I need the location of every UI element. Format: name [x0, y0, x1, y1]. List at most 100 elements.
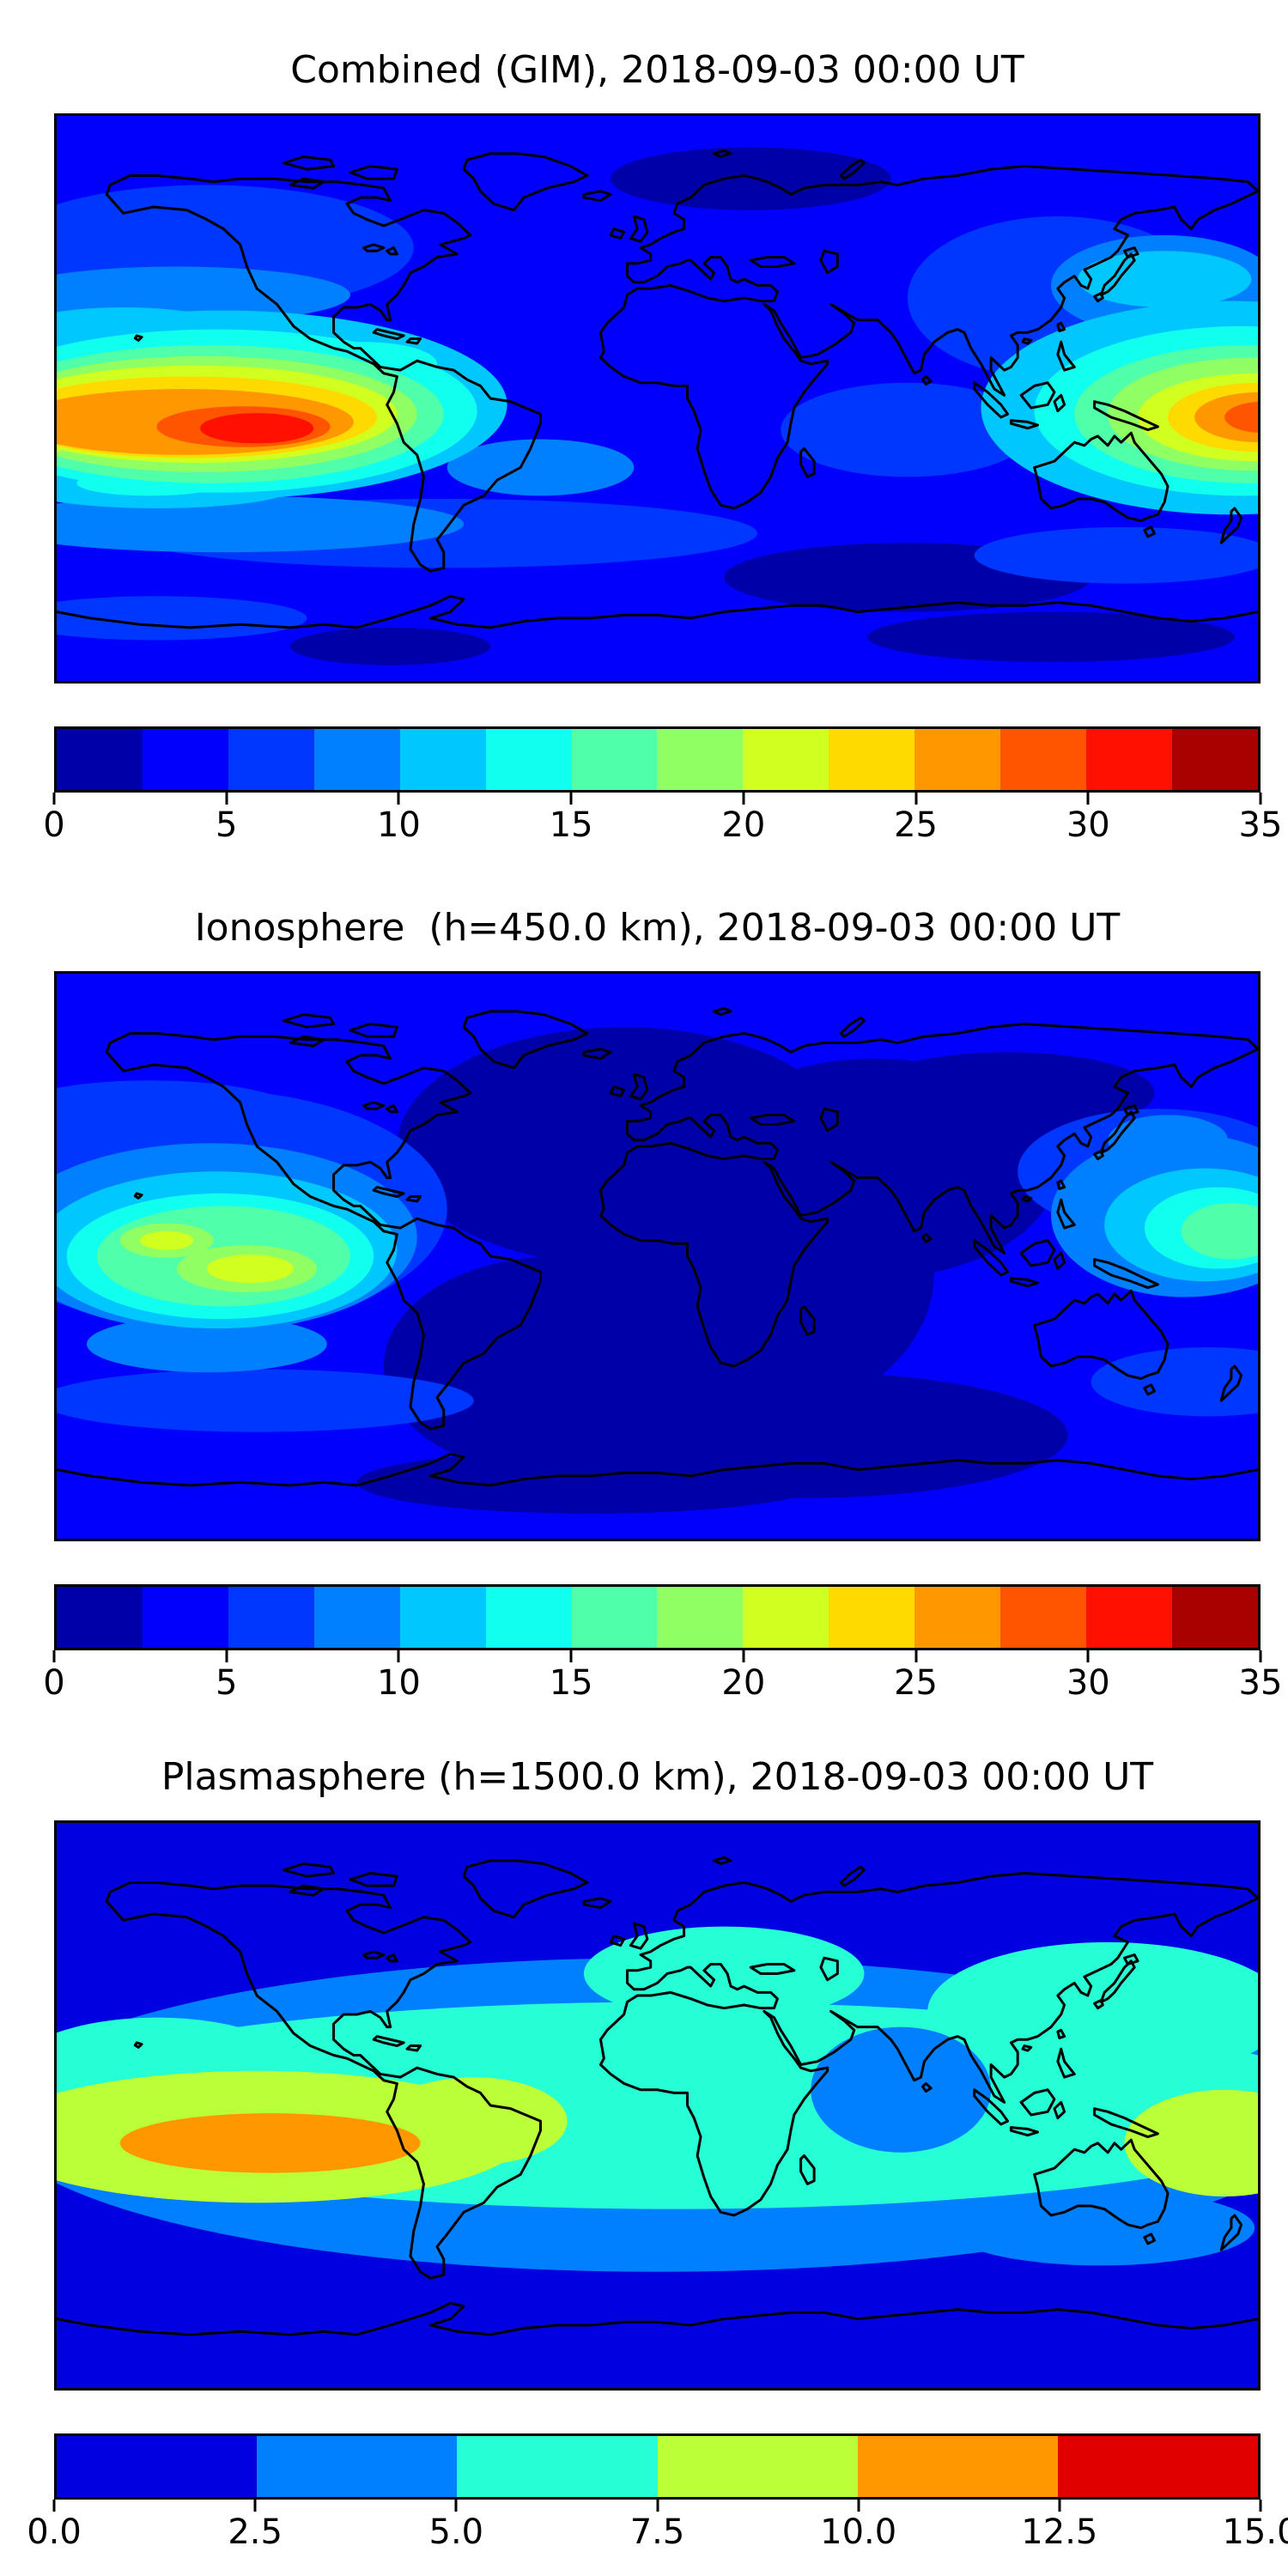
colorbar-segment [829, 1587, 915, 1648]
colorbar-segment [313, 729, 400, 790]
contour-fill [57, 1369, 474, 1432]
tick-label: 30 [1066, 805, 1110, 845]
colorbar-segment [485, 729, 572, 790]
map-frame-combined [54, 113, 1261, 683]
tick-mark [742, 793, 745, 805]
tick-label: 35 [1238, 805, 1283, 845]
tick-mark [1086, 793, 1090, 805]
colorbar-ticks-plasmasphere: 0.0 2.5 5.0 7.5 10.0 12.5 15.0 [27, 2500, 1288, 2553]
tick-label: 15.0 [1222, 2512, 1288, 2552]
colorbar-ticks-ionosphere: 0 5 10 15 20 25 30 35 [43, 1650, 1282, 1704]
colorbar-segment [1171, 729, 1258, 790]
panel-ionosphere: Ionosphere (h=450.0 km), 2018-09-03 00:0… [43, 906, 1282, 1704]
colorbar-segment [1057, 2436, 1259, 2497]
colorbar-segment [1000, 1587, 1087, 1648]
tick-label: 5 [215, 805, 238, 845]
contour-fill [200, 413, 314, 444]
colorbar-segment [142, 729, 228, 790]
colorbar-segment [743, 729, 829, 790]
tick-label: 12.5 [1021, 2512, 1098, 2552]
tick-mark [397, 793, 400, 805]
contour-fill [867, 611, 1235, 663]
tick-mark [1086, 1650, 1090, 1662]
tick-label: 7.5 [629, 2512, 685, 2552]
tick-mark [52, 2500, 56, 2512]
contour-fill [860, 1052, 1155, 1134]
colorbar-segment [57, 1587, 143, 1648]
tick-label: 35 [1238, 1663, 1283, 1703]
tick-label: 2.5 [228, 2512, 283, 2552]
tick-mark [569, 793, 573, 805]
contour-fill [57, 400, 70, 434]
tick-label: 30 [1066, 1663, 1110, 1703]
colorbar-segment [228, 1587, 314, 1648]
contour-fill [611, 147, 891, 210]
contour-fill [781, 382, 1035, 477]
contour-fill [140, 1230, 194, 1250]
map-frame-plasmasphere [54, 1820, 1261, 2391]
panel-title-combined: Combined (GIM), 2018-09-03 00:00 UT [290, 48, 1024, 92]
tick-mark [225, 793, 228, 805]
tick-label: 15 [549, 1663, 593, 1703]
contour-fill [974, 526, 1258, 584]
tick-label: 5 [215, 1663, 238, 1703]
colorbar-segment [257, 2436, 458, 2497]
tick-mark [914, 1650, 918, 1662]
contour-fill [86, 1315, 327, 1373]
colorbar-segment [57, 729, 143, 790]
colorbar-ticks-combined: 0 5 10 15 20 25 30 35 [43, 793, 1282, 846]
tick-mark [857, 2500, 860, 2512]
contour-fill [356, 1450, 824, 1514]
tick-mark [914, 793, 918, 805]
colorbar-segment [1086, 1587, 1172, 1648]
contour-fill [1181, 1202, 1258, 1260]
colorbar-segment [829, 729, 915, 790]
colorbar-segment [571, 1587, 658, 1648]
tick-label: 15 [549, 805, 593, 845]
tick-mark [1259, 793, 1262, 805]
colorbar-segment [857, 2436, 1058, 2497]
tick-mark [454, 2500, 458, 2512]
panel-plasmasphere: Plasmasphere (h=1500.0 km), 2018-09-03 0… [27, 1755, 1288, 2553]
map-frame-ionosphere [54, 971, 1261, 1541]
contour-fill [206, 1255, 294, 1284]
tick-mark [253, 2500, 257, 2512]
tick-label: 10 [376, 1663, 421, 1703]
colorbar-segment [657, 729, 744, 790]
colorbar-segment [657, 2436, 858, 2497]
colorbar-segment [571, 729, 658, 790]
panel-title-ionosphere: Ionosphere (h=450.0 km), 2018-09-03 00:0… [194, 906, 1121, 950]
tick-mark [1259, 2500, 1262, 2512]
contour-fill [447, 439, 635, 496]
tick-mark [52, 793, 56, 805]
contour-fill [811, 2026, 992, 2153]
colorbar-segment [914, 729, 1001, 790]
tick-mark [1259, 1650, 1262, 1662]
contour-fill [290, 627, 491, 665]
contour-fill [57, 596, 307, 641]
colorbar-segment [142, 1587, 228, 1648]
colorbar-segment [657, 1587, 744, 1648]
contour-fill [119, 2113, 421, 2173]
colorbar-segment [228, 729, 314, 790]
colorbar-segment [743, 1587, 829, 1648]
tick-label: 0 [43, 1663, 65, 1703]
colorbar-segment [1000, 729, 1087, 790]
tick-label: 25 [894, 1663, 939, 1703]
tick-mark [569, 1650, 573, 1662]
tick-mark [1058, 2500, 1061, 2512]
tick-label: 20 [721, 1663, 766, 1703]
contour-fill [947, 2190, 1255, 2266]
contour-fill [1091, 1347, 1258, 1417]
tick-mark [397, 1650, 400, 1662]
map-canvas-ionosphere [57, 974, 1258, 1539]
tick-label: 20 [721, 805, 766, 845]
contour-fill [927, 1941, 1258, 2081]
contour-fill [380, 2077, 568, 2166]
tick-label: 0.0 [27, 2512, 82, 2552]
colorbar-segment [57, 2436, 258, 2497]
colorbar-segment [399, 729, 486, 790]
tick-label: 25 [894, 805, 939, 845]
tick-label: 10 [376, 805, 421, 845]
colorbar-ionosphere [54, 1584, 1261, 1650]
